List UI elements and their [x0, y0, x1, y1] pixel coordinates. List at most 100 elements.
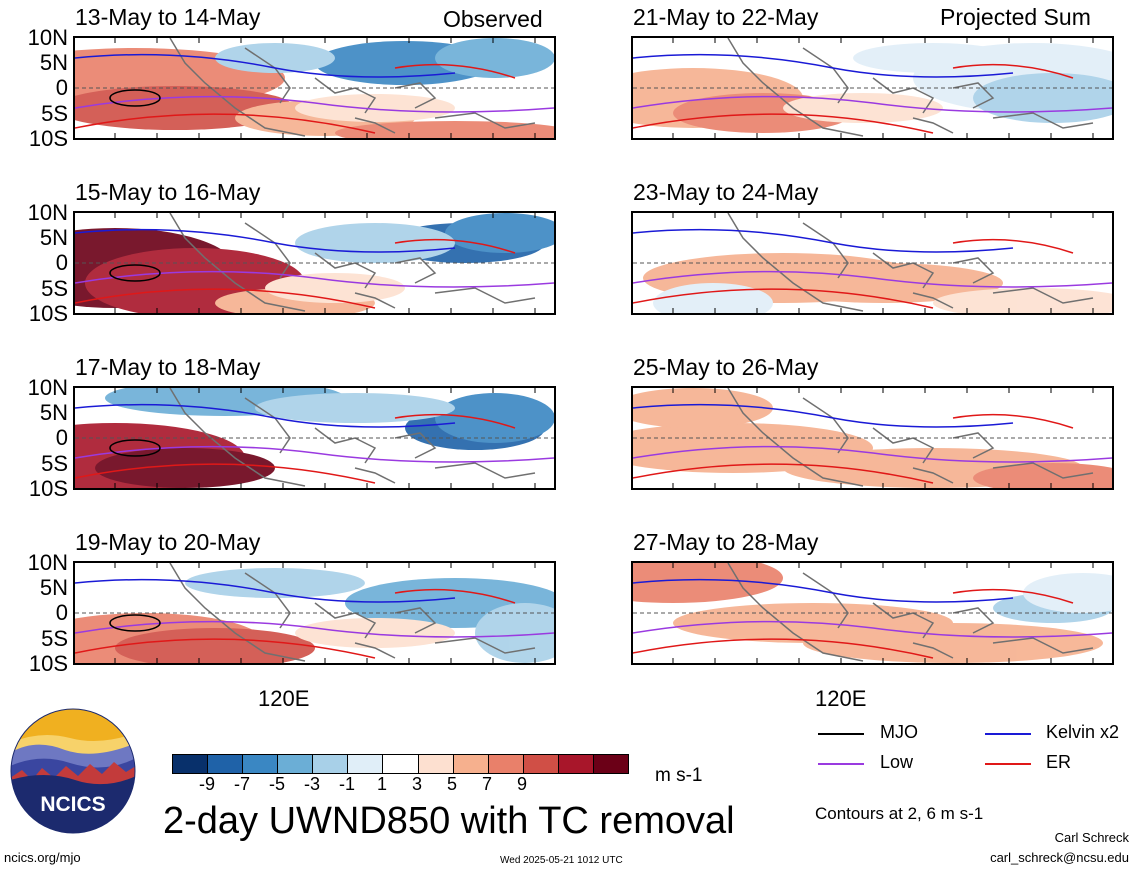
colorbar-swatch: [383, 755, 419, 773]
panel-title: 15-May to 16-May: [75, 179, 261, 205]
projected-sum-label: Projected Sum: [940, 4, 1091, 30]
footer-email[interactable]: carl_schreck@ncsu.edu: [990, 850, 1129, 865]
er-contour: [633, 238, 1074, 309]
ncics-logo-graphic: NCICS: [10, 708, 136, 834]
lat-label: 5S: [41, 451, 68, 476]
lat-label: 0: [55, 425, 68, 450]
map-field: [75, 213, 554, 313]
lat-label: 5S: [41, 626, 68, 651]
map-panel: [631, 211, 1114, 315]
lat-label: 10N: [27, 375, 68, 400]
wind-shading: [265, 273, 405, 303]
low-contour: [633, 270, 1112, 288]
colorbar-swatch: [173, 755, 209, 773]
colorbar-swatch: [453, 755, 489, 773]
mjo-contour: [109, 264, 161, 282]
map-panel: [73, 36, 556, 140]
kelvin-contour: [633, 53, 1014, 78]
legend-swatch-mjo: [818, 733, 864, 735]
wind-field: [75, 388, 554, 488]
wind-shading: [853, 43, 1013, 73]
map-field: [75, 388, 554, 488]
lat-label: 10N: [27, 200, 68, 225]
legend-label-kelvin: Kelvin x2: [1046, 722, 1120, 742]
wind-shading: [633, 388, 773, 428]
lat-label: 10N: [27, 550, 68, 575]
lat-label: 10S: [28, 651, 68, 676]
wind-shading: [933, 288, 1112, 313]
lat-label: 0: [55, 75, 68, 100]
map-field: [633, 388, 1112, 488]
map-panel: [631, 386, 1114, 490]
wind-shading: [185, 568, 365, 598]
wind-shading: [95, 448, 275, 488]
panel-title: 27-May to 28-May: [633, 529, 819, 555]
colorbar-tick-label: 1: [376, 774, 387, 794]
legend-label-low: Low: [880, 752, 914, 772]
colorbar-swatch: [243, 755, 279, 773]
colorbar-swatch: [348, 755, 384, 773]
colorbar-tick-label: 3: [411, 774, 422, 794]
kelvin-contour: [75, 578, 456, 603]
kelvin-contour: [75, 53, 456, 78]
lat-label: 10S: [28, 476, 68, 501]
colorbar-swatch: [558, 755, 594, 773]
footer-author: Carl Schreck: [1054, 830, 1129, 845]
colorbar: [172, 754, 629, 774]
wind-shading: [295, 223, 455, 263]
wind-shading: [435, 38, 554, 78]
wind-shading: [215, 43, 335, 73]
wind-field: [633, 388, 1112, 488]
wind-shading: [255, 393, 455, 423]
main-title: 2-day UWND850 with TC removal: [163, 800, 735, 842]
panel-title: 19-May to 20-May: [75, 529, 261, 555]
low-contour: [75, 445, 554, 463]
footer-timestamp: Wed 2025-05-21 1012 UTC: [500, 855, 623, 866]
wind-shading: [803, 623, 1103, 663]
colorbar-tick-label: -9: [198, 774, 215, 794]
kelvin-contour: [75, 228, 456, 253]
colorbar-unit: m s-1: [655, 765, 703, 786]
observed-label: Observed: [443, 6, 543, 32]
wind-shading: [295, 94, 455, 122]
mjo-contour: [109, 439, 161, 457]
colorbar-tick-label: -1: [338, 774, 355, 794]
map-panel: [631, 561, 1114, 665]
footer-url[interactable]: ncics.org/mjo: [4, 850, 81, 865]
wind-shading: [305, 456, 445, 480]
colorbar-swatch: [523, 755, 559, 773]
kelvin-contour: [633, 403, 1014, 428]
kelvin-contour: [75, 403, 456, 428]
lat-label: 0: [55, 600, 68, 625]
map-panel: [73, 561, 556, 665]
lat-label: 5N: [39, 50, 68, 75]
lat-label: 5N: [39, 225, 68, 250]
er-contour: [75, 588, 516, 659]
low-contour: [633, 445, 1112, 463]
map-panel: [73, 211, 556, 315]
logo-text: NCICS: [40, 793, 105, 816]
wind-shading: [633, 563, 783, 603]
panel-title: 13-May to 14-May: [75, 4, 261, 30]
er-contour: [633, 63, 1074, 134]
lat-label: 0: [55, 250, 68, 275]
map-field: [633, 213, 1112, 313]
legend-swatch-kelvin: [985, 733, 1031, 735]
colorbar-tick-label: 9: [516, 774, 527, 794]
wind-shading: [1023, 573, 1112, 613]
lat-label: 5N: [39, 575, 68, 600]
map-panel: [631, 36, 1114, 140]
low-contour: [633, 620, 1112, 638]
low-contour: [75, 95, 554, 113]
map-field: [75, 38, 554, 138]
legend-swatch-low: [818, 763, 864, 765]
lat-label: 5S: [41, 101, 68, 126]
panel-title: 21-May to 22-May: [633, 4, 819, 30]
panel-title: 23-May to 24-May: [633, 179, 819, 205]
ncics-logo: NCICS: [10, 708, 136, 834]
er-contour: [633, 413, 1074, 484]
lat-label: 5S: [41, 276, 68, 301]
lat-label: 10N: [27, 25, 68, 50]
colorbar-tick-label: -7: [233, 774, 250, 794]
colorbar-tick-label: -5: [268, 774, 285, 794]
